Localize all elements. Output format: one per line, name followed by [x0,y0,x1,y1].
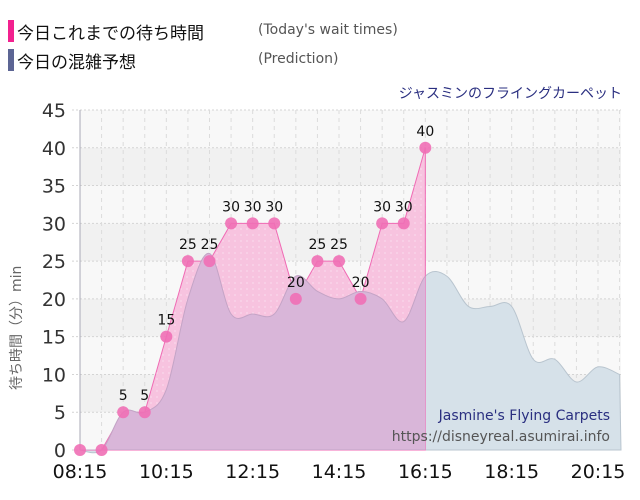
data-point [311,255,324,268]
x-tick-label: 20:15 [571,461,626,483]
y-tick-label: 25 [42,251,66,273]
data-point [203,255,216,268]
plot-band [80,223,621,262]
legend-today-sub: (Today's wait times) [258,22,398,38]
plot-band [80,147,621,186]
plot-band [80,185,621,224]
legend-prediction-sub: (Prediction) [258,51,339,67]
legend-prediction: 今日の混雑予想 [8,49,136,73]
y-tick-label: 0 [54,440,66,462]
x-tick-label: 12:15 [225,461,280,483]
data-label: 5 [140,388,149,404]
legend-prediction-label: 今日の混雑予想 [17,52,136,73]
data-point [95,444,108,456]
legend-today: 今日これまでの待ち時間 [8,20,204,44]
data-label: 25 [201,237,219,253]
data-point [74,444,86,456]
y-tick-label: 30 [42,213,66,235]
x-tick-label: 10:15 [139,461,194,483]
series-areas [79,147,622,454]
data-label: 30 [373,199,391,215]
data-label: 25 [309,237,327,253]
data-point [376,217,389,230]
x-tick-label: 08:15 [53,461,108,483]
legend-today-swatch [8,20,14,42]
y-tick-label: 5 [54,402,66,424]
y-tick-label: 10 [42,364,66,386]
legend-prediction-swatch [8,49,14,71]
x-tick-label: 14:15 [312,461,367,483]
y-tick-label: 15 [42,327,66,349]
data-point [333,255,345,268]
data-label: 30 [244,199,262,215]
data-point [138,406,151,419]
data-label: 15 [157,313,175,329]
x-tick-label: 18:15 [484,461,539,483]
plot-band [80,110,621,148]
y-tick-label: 45 [42,100,66,122]
data-label: 30 [395,199,413,215]
data-point [160,330,173,343]
chart-title: ジャスミンのフライングカーペット [398,86,622,102]
y-tick-label: 20 [42,289,66,311]
data-label: 25 [179,237,197,253]
data-point [268,217,281,230]
data-point [397,217,410,230]
data-point [354,292,367,305]
x-tick-label: 16:15 [398,461,453,483]
data-label: 40 [416,124,434,140]
prediction-overlap-area [80,253,426,450]
y-tick-label: 35 [42,176,66,198]
data-points [74,141,432,456]
data-label: 5 [119,388,128,404]
watermark-url: https://disneyreal.asumirai.info [392,429,610,445]
axes: 0 5 10 15 20 25 30 35 40 45 08:15 10:15 12:15 14:15 16… [42,100,626,483]
data-point [419,141,432,154]
data-label: 20 [352,275,370,291]
data-point [225,217,238,230]
watermark-name: Jasmine's Flying Carpets [438,408,610,424]
legend-today-label: 今日これまでの待ち時間 [17,23,204,44]
data-point [117,406,130,419]
data-label: 30 [222,199,240,215]
data-point [289,292,302,305]
data-label: 30 [265,199,283,215]
data-point [246,217,259,230]
data-point [181,255,194,268]
y-tick-label: 40 [42,138,66,160]
data-label: 25 [330,237,348,253]
y-axis-title: 待ち時間（分）min [9,265,25,390]
data-label: 20 [287,275,305,291]
